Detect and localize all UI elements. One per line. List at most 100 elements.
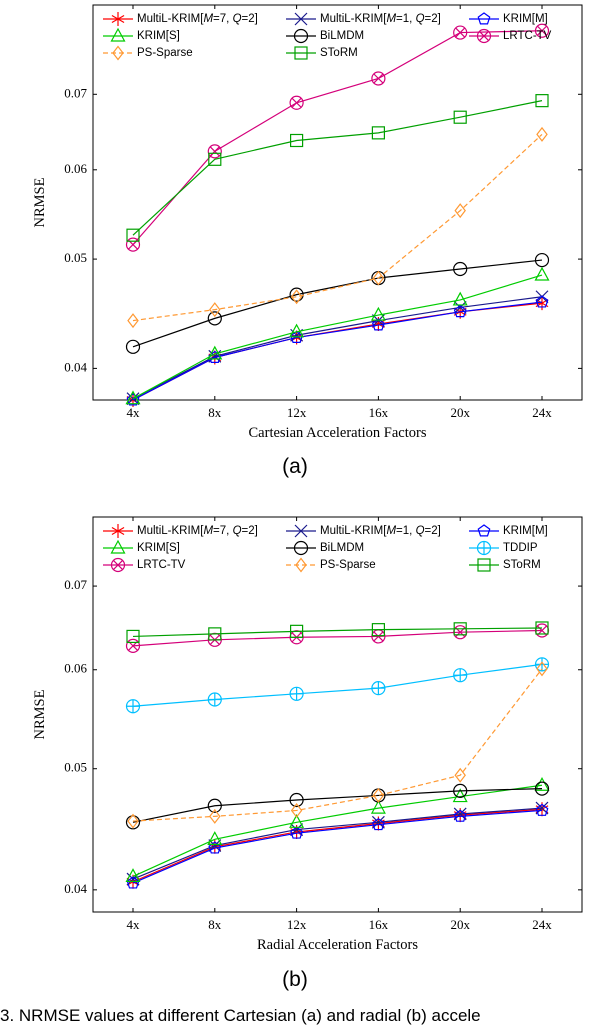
b-legend-marker-tddip-plus bbox=[477, 541, 491, 555]
a-legend-marker-bilmdm bbox=[293, 28, 309, 44]
b-ytick-label-1: 0.05 bbox=[64, 760, 87, 775]
a-xtick-label-2: 12x bbox=[287, 405, 307, 420]
b-point-krimm-2 bbox=[290, 826, 304, 839]
b-point-tddip-5-plus bbox=[535, 657, 549, 671]
a-point-bilmdm-0 bbox=[125, 339, 141, 354]
a-ytick-label-3: 0.07 bbox=[64, 85, 87, 100]
b-legend-label-multil7: MultiL-KRIM[M=7, Q=2] bbox=[137, 525, 258, 537]
a-point-lrtctv-2-ring bbox=[289, 95, 304, 110]
b-line-multil7 bbox=[132, 808, 543, 883]
a-line-storm bbox=[132, 100, 543, 236]
a-point-storm-1 bbox=[208, 152, 222, 166]
b-legend-label-multil1-part-3: Q bbox=[416, 525, 425, 537]
a-xtick-label-5: 24x bbox=[532, 405, 552, 420]
a-legend-entry-bilmdm: BiLMDM bbox=[286, 28, 364, 44]
a-xlabel: Cartesian Acceleration Factors bbox=[249, 425, 427, 441]
a-point-pssparse-4 bbox=[454, 203, 466, 219]
a-point-pssparse-2 bbox=[290, 289, 303, 305]
b-line-krims bbox=[132, 784, 543, 877]
a-legend-label-lrtctv: LRTC-TV bbox=[503, 30, 552, 42]
a-point-lrtctv-3-ring bbox=[371, 71, 386, 86]
a-ytick-label-2: 0.06 bbox=[64, 161, 87, 176]
a-xtick-label-0: 4x bbox=[127, 405, 141, 420]
a-line-lrtctv bbox=[132, 30, 543, 246]
b-point-bilmdm-2 bbox=[289, 792, 304, 808]
a-legend-label-multil7-part-0: MultiL-KRIM[ bbox=[137, 13, 204, 25]
a-point-pssparse-0 bbox=[127, 313, 139, 329]
b-legend-label-storm: SToRM bbox=[503, 559, 541, 571]
a-series-pssparse bbox=[127, 126, 548, 329]
a-ytick-label-1: 0.05 bbox=[64, 250, 87, 265]
b-legend-entry-krims: KRIM[S] bbox=[103, 539, 180, 554]
b-point-krims-5 bbox=[534, 776, 550, 791]
b-point-tddip-0 bbox=[125, 699, 141, 714]
b-point-tddip-2-plus bbox=[290, 687, 304, 701]
a-point-storm-0 bbox=[126, 228, 140, 242]
b-point-storm-1 bbox=[208, 627, 222, 641]
a-line-multil7 bbox=[132, 302, 543, 401]
b-point-krims-4 bbox=[452, 788, 468, 803]
a-point-krimm-3 bbox=[371, 318, 385, 331]
a-point-lrtctv-1 bbox=[207, 144, 222, 159]
b-point-storm-5 bbox=[535, 621, 549, 635]
a-ylabel: NRMSE bbox=[32, 177, 48, 227]
b-legend-label-multil7-part-3: Q bbox=[233, 525, 242, 537]
a-legend-marker-storm bbox=[294, 46, 308, 60]
b-legend-marker-pssparse bbox=[295, 557, 307, 573]
a-legend-entry-multil1: MultiL-KRIM[M=1, Q=2] bbox=[286, 12, 441, 26]
a-point-bilmdm-4 bbox=[453, 261, 468, 277]
a-point-krimm-0 bbox=[126, 393, 140, 406]
a-xtick-label-1: 8x bbox=[208, 405, 222, 420]
b-point-tddip-1-plus bbox=[208, 693, 222, 707]
a-point-krims-2 bbox=[289, 323, 305, 338]
b-legend-label-multil7-part-1: M bbox=[203, 525, 213, 537]
a-legend-label-multil1-part-4: =2] bbox=[425, 13, 441, 25]
b-line-pssparse bbox=[132, 668, 543, 822]
a-point-lrtctv-5 bbox=[534, 23, 550, 38]
b-point-pssparse-0 bbox=[127, 813, 139, 829]
b-series-pssparse bbox=[127, 661, 548, 829]
a-legend-entry-lrtctv: LRTC-TV bbox=[469, 28, 552, 44]
b-point-tddip-4-plus bbox=[453, 668, 467, 682]
b-legend-label-multil1-part-4: =2] bbox=[425, 525, 441, 537]
a-legend-marker-krims bbox=[110, 27, 126, 42]
b-legend-label-krimm: KRIM[M] bbox=[503, 525, 548, 537]
a-legend-label-multil1: MultiL-KRIM[M=1, Q=2] bbox=[320, 13, 441, 25]
a-point-lrtctv-4 bbox=[453, 25, 468, 40]
a-legend-marker-multil1 bbox=[294, 12, 308, 26]
b-series-tddip bbox=[125, 657, 550, 714]
a-legend-entry-storm: SToRM bbox=[286, 46, 358, 60]
b-legend-entry-multil7: MultiL-KRIM[M=7, Q=2] bbox=[103, 524, 258, 538]
a-legend-entry-krimm: KRIM[M] bbox=[469, 12, 548, 25]
b-point-krimm-0 bbox=[126, 876, 140, 889]
b-legend-marker-multil7 bbox=[111, 524, 125, 538]
a-legend-label-multil1-part-1: M bbox=[386, 13, 396, 25]
b-point-bilmdm-5 bbox=[534, 781, 550, 796]
a-legend-label-pssparse: PS-Sparse bbox=[137, 47, 193, 59]
a-legend-label-storm: SToRM bbox=[320, 47, 358, 59]
a-legend-label-multil7-part-4: =2] bbox=[242, 13, 258, 25]
chart-b-radial: 0.04 0.05 0.06 0.07 4x 8x 12x 16x 20x 24x Radial A… bbox=[32, 516, 583, 953]
b-series-krims bbox=[125, 776, 550, 883]
a-line-krimm bbox=[132, 301, 543, 401]
a-point-lrtctv-2 bbox=[289, 95, 304, 110]
a-legend-label-multil7: MultiL-KRIM[M=7, Q=2] bbox=[137, 13, 258, 25]
a-point-lrtctv-5-x bbox=[536, 25, 548, 36]
b-point-lrtctv-3-x bbox=[373, 631, 384, 642]
b-point-tddip-1 bbox=[207, 692, 222, 707]
b-ytick-label-3: 0.07 bbox=[64, 577, 87, 592]
a-ytick-label-0: 0.04 bbox=[64, 359, 87, 374]
b-legend-marker-lrtctv bbox=[110, 557, 126, 573]
b-xlabel: Radial Acceleration Factors bbox=[257, 937, 418, 953]
b-point-tddip-2 bbox=[289, 686, 304, 701]
b-line-storm bbox=[132, 627, 543, 638]
b-legend-label-bilmdm: BiLMDM bbox=[320, 542, 364, 554]
a-legend-label-krims: KRIM[S] bbox=[137, 30, 180, 42]
b-point-tddip-3-plus bbox=[371, 681, 385, 695]
a-point-pssparse-1 bbox=[209, 302, 221, 318]
a-legend-marker-pssparse bbox=[112, 45, 124, 61]
b-point-pssparse-1 bbox=[209, 808, 221, 824]
b-series-storm bbox=[126, 621, 549, 644]
b-plot-frame bbox=[92, 516, 583, 913]
b-legend-label-tddip: TDDIP bbox=[503, 542, 538, 554]
